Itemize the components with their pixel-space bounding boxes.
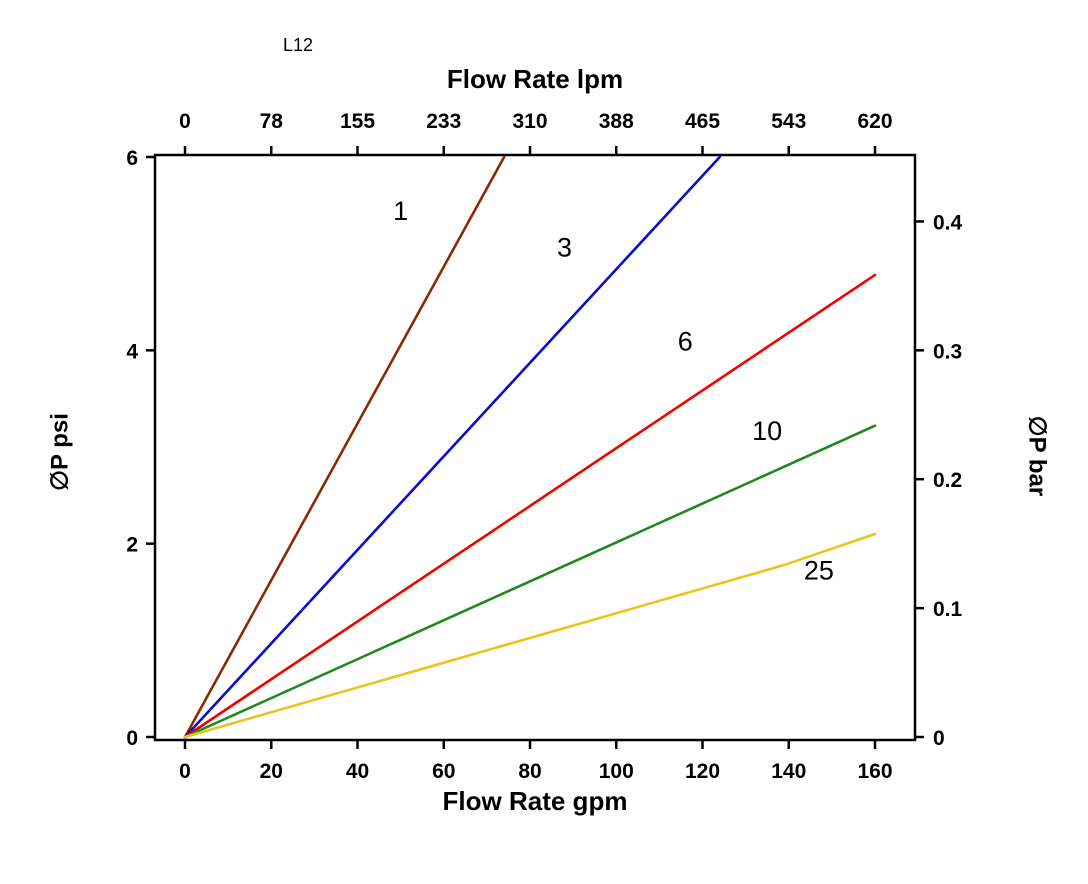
top-tick-label: 388 [599,110,634,133]
x-axis-title-bottom: Flow Rate gpm [442,786,628,816]
top-tick-label: 465 [685,110,720,133]
right-tick-label: 0.4 [933,211,963,234]
bottom-tick-label: 160 [857,760,892,783]
chart-title: L12 [283,35,314,55]
left-tick-label: 2 [126,534,138,557]
bottom-tick-label: 80 [518,760,541,783]
series-label-10: 10 [752,416,782,446]
bottom-tick-label: 120 [685,760,720,783]
plot-frame [153,153,917,742]
series-line-1 [183,155,506,739]
series-label-6: 6 [678,326,693,356]
bottom-tick-label: 20 [260,760,283,783]
top-tick-label: 78 [260,110,284,133]
top-tick-label: 543 [771,110,806,133]
top-tick-label: 310 [512,110,547,133]
bottom-tick-label: 60 [432,760,455,783]
left-tick-label: 0 [126,727,138,750]
top-tick-label: 620 [857,110,892,133]
left-tick-label: 6 [126,147,138,170]
top-tick-label: 233 [426,110,461,133]
bottom-tick-label: 100 [599,760,634,783]
series-line-3 [183,155,722,739]
left-tick-label: 4 [126,340,138,363]
right-tick-label: 0 [933,727,945,750]
series-label-1: 1 [393,196,408,226]
right-tick-label: 0.2 [933,469,962,492]
top-tick-label: 155 [340,110,375,133]
x-axis-title-top: Flow Rate lpm [446,64,624,94]
series-line-10 [183,424,877,739]
series-label-3: 3 [557,233,572,263]
top-tick-label: 0 [179,110,191,133]
series-line-6 [183,273,877,739]
series-line-25 [183,532,877,739]
series-label-25: 25 [804,555,834,585]
bottom-tick-label: 40 [346,760,369,783]
bottom-tick-label: 0 [179,760,191,783]
bottom-tick-label: 140 [771,760,806,783]
right-tick-label: 0.3 [933,340,962,363]
right-tick-label: 0.1 [933,598,963,621]
